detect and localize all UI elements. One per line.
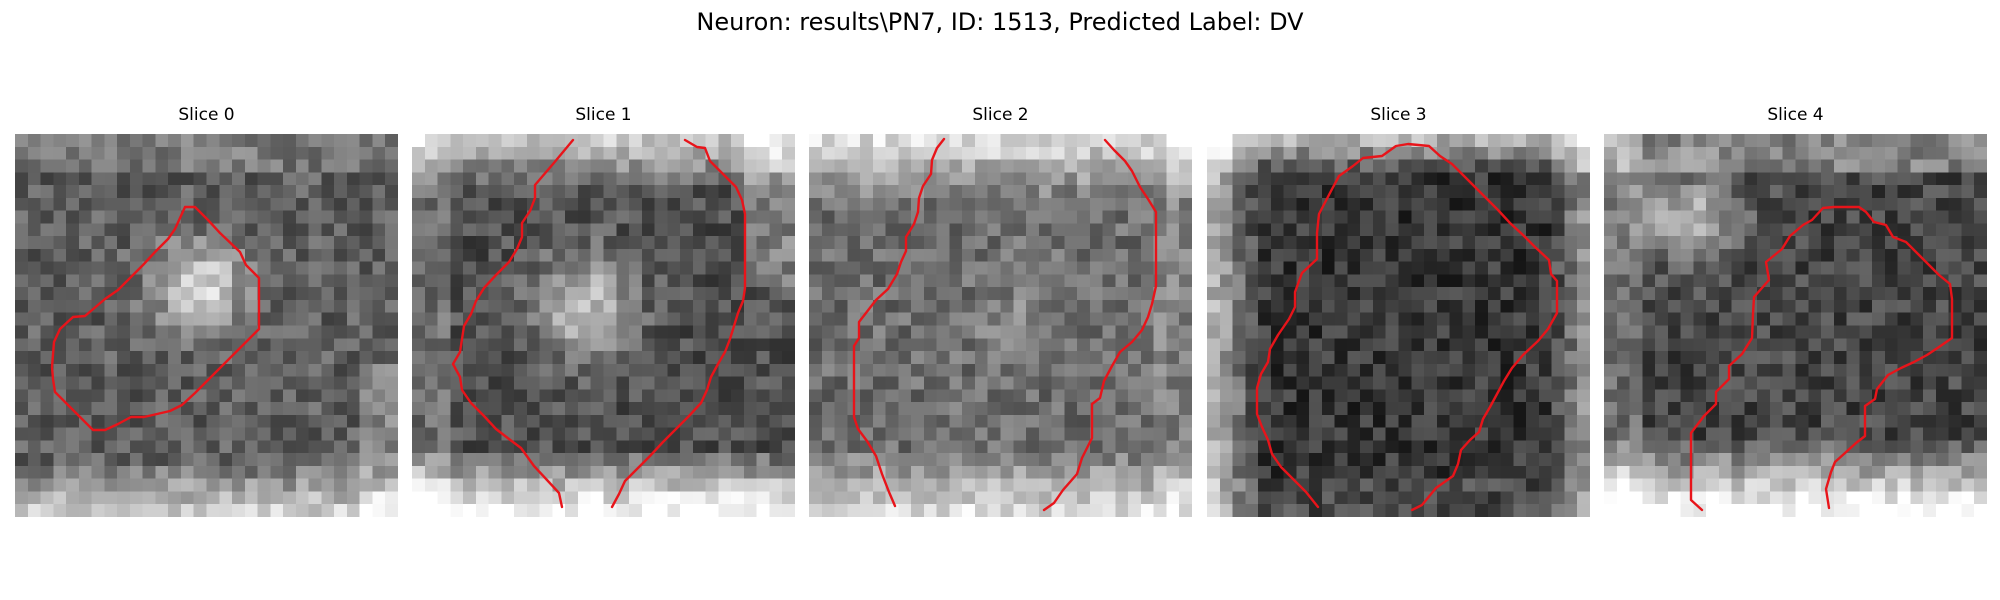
slice-image-2: [809, 134, 1192, 517]
contour-line: [451, 138, 575, 509]
slice-panel-3: Slice 3: [1207, 105, 1590, 517]
contour-overlay-0: [50, 205, 261, 432]
figure-title: Neuron: results\PN7, ID: 1513, Predicted…: [696, 8, 1304, 36]
contour-line: [50, 205, 261, 432]
contour-line: [852, 137, 946, 508]
slice-panel-2: Slice 2: [809, 105, 1192, 517]
slice-title-2: Slice 2: [972, 105, 1029, 125]
slice-panel-0: Slice 0: [15, 105, 398, 517]
contour-line: [610, 138, 747, 509]
slice-title-1: Slice 1: [575, 105, 632, 125]
slice-title-4: Slice 4: [1767, 105, 1824, 125]
contour-line: [1255, 142, 1559, 512]
contour-line: [1689, 205, 1954, 512]
slice-image-4: [1604, 134, 1987, 517]
contour-line: [1042, 138, 1158, 512]
contour-overlay-2: [852, 137, 1158, 512]
slice-title-0: Slice 0: [178, 105, 235, 125]
slice-image-0: [15, 134, 398, 517]
slice-image-1: [412, 134, 795, 517]
slice-panel-4: Slice 4: [1604, 105, 1987, 517]
slice-title-3: Slice 3: [1370, 105, 1427, 125]
contour-overlay-4: [1689, 205, 1954, 512]
slice-panel-1: Slice 1: [412, 105, 795, 517]
contour-overlay-3: [1255, 142, 1559, 512]
contour-overlay-1: [451, 138, 747, 509]
